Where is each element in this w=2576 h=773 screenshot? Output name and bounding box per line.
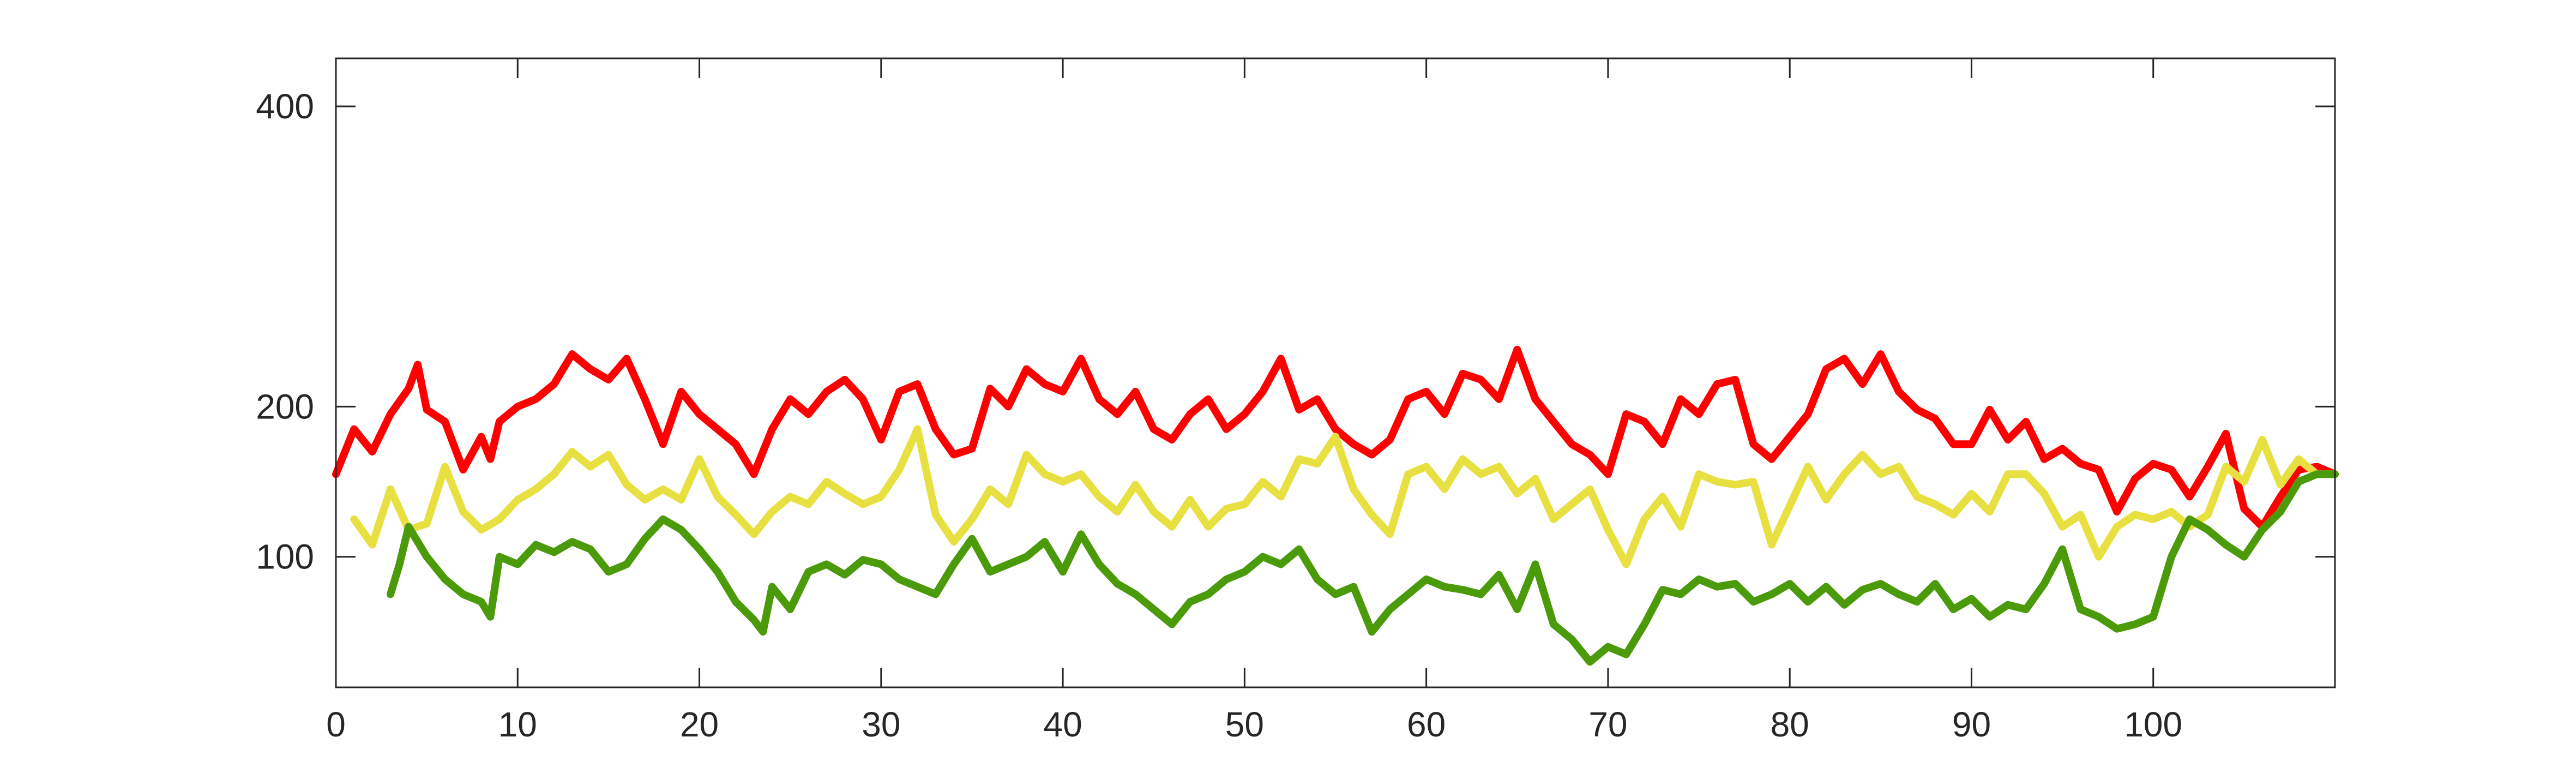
y-tick-label: 100 [256, 537, 314, 577]
y-tick-label: 400 [256, 87, 314, 126]
x-tick-label: 80 [1771, 705, 1809, 744]
x-tick-label: 60 [1407, 705, 1446, 744]
x-tick-label: 30 [862, 705, 900, 744]
series-line-3 [387, 470, 2339, 666]
x-tick-label: 10 [498, 705, 537, 744]
x-tick-label: 0 [326, 705, 346, 744]
y-tick-label: 200 [256, 387, 314, 426]
series-line-1 [332, 345, 2339, 531]
x-tick-label: 50 [1225, 705, 1264, 744]
x-tick-label: 20 [680, 705, 719, 744]
x-tick-label: 100 [2124, 705, 2182, 744]
x-tick-label: 70 [1588, 705, 1627, 744]
x-tick-label: 90 [1952, 705, 1991, 744]
tick-layer: 0 10 20 30 40 50 60 70 80 90 100 100 200 400 [256, 58, 2335, 744]
plot-area-background [336, 58, 2335, 687]
series-layer [332, 345, 2339, 666]
x-tick-label: 40 [1043, 705, 1082, 744]
series-line-2 [350, 425, 2339, 568]
plot-area-frame [335, 57, 2336, 688]
